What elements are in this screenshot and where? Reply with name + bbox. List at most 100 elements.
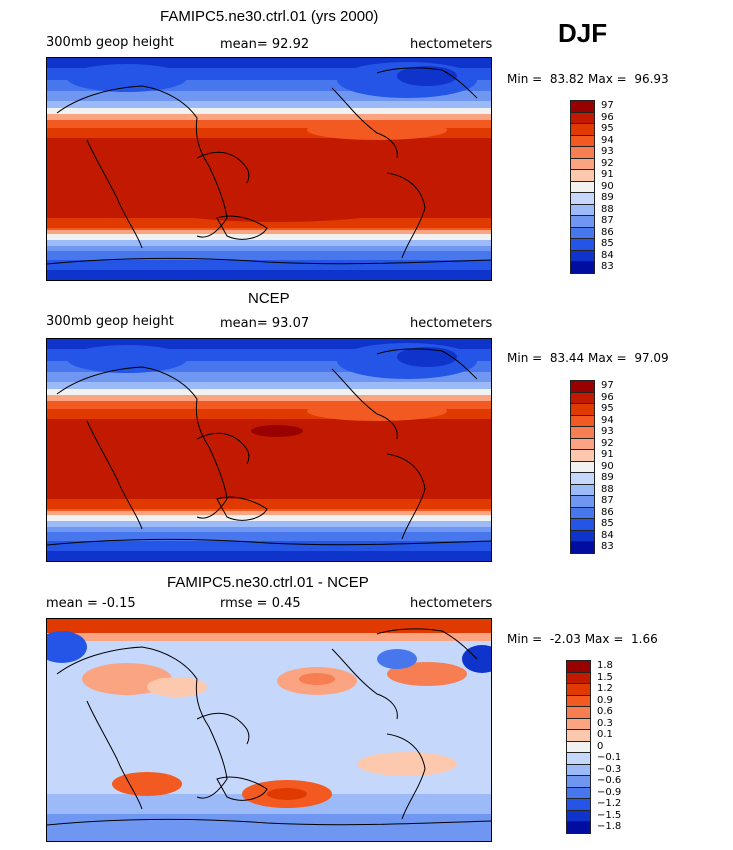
coastline-north-america xyxy=(331,87,398,159)
panel-2-title: NCEP xyxy=(248,290,290,307)
panel-2-field-label: 300mb geop height xyxy=(46,314,174,329)
map-3-anomaly xyxy=(377,649,417,669)
colorbar-label: 93 xyxy=(601,426,614,437)
panel-1-units-label: hectometers xyxy=(410,37,493,52)
colorbar-label: 88 xyxy=(601,483,614,495)
colorbar-label: 96 xyxy=(601,111,614,123)
colorbar-label: −1.2 xyxy=(597,798,622,809)
panel-1-min-value: 83.82 xyxy=(549,72,585,86)
colorbar-label: 92 xyxy=(601,157,614,169)
colorbar-label: 96 xyxy=(601,391,614,403)
panel-3-title: FAMIPC5.ne30.ctrl.01 - NCEP xyxy=(167,574,369,591)
colorbar-label: 94 xyxy=(601,134,614,146)
panel-1-mean-label: mean= 92.92 xyxy=(220,37,310,52)
panel-3-mean-label: mean = -0.15 xyxy=(46,596,136,611)
colorbar-label: 1.5 xyxy=(597,671,613,683)
colorbar-label: 0.6 xyxy=(597,706,613,717)
coastline-antarctica xyxy=(47,257,491,265)
panel-2-units-label: hectometers xyxy=(410,316,493,331)
panel-1-min-label: Min = xyxy=(507,72,543,86)
colorbar-label: 86 xyxy=(601,226,614,238)
colorbar-label: 87 xyxy=(601,215,614,226)
coastline-antarctica xyxy=(47,818,491,826)
coastline-south-america xyxy=(386,453,426,540)
panel-1-map xyxy=(46,57,492,281)
panel-2-max-label: Max = xyxy=(588,351,627,365)
colorbar-label: 89 xyxy=(601,472,614,483)
panel-3-max-value: 1.66 xyxy=(631,632,658,646)
panel-1-max-label: Max = xyxy=(588,72,627,86)
colorbar-label: −0.6 xyxy=(597,775,622,786)
colorbar-label: 92 xyxy=(601,437,614,449)
panel-3-units-label: hectometers xyxy=(410,596,493,611)
colorbar-label: 0.9 xyxy=(597,694,613,706)
panel-2-min-value: 83.44 xyxy=(549,351,585,365)
panel-3-colorbar: 1.8 1.5 1.2 0.9 0.6 0.3 0.1 0 −0.1 −0.3 −0.6 −0.9 −1… xyxy=(566,660,646,834)
colorbar-label: 87 xyxy=(601,495,614,506)
colorbar-label: −0.1 xyxy=(597,752,622,763)
colorbar-label: 95 xyxy=(601,123,614,134)
coastline-eurasia-africa xyxy=(56,646,228,799)
panel-2-colorbar: 97 96 95 94 93 92 91 90 89 88 87 86 85 84 83 xyxy=(570,380,650,554)
colorbar-label: 94 xyxy=(601,414,614,426)
map-1-region xyxy=(307,120,447,140)
colorbar-label: 91 xyxy=(601,449,614,460)
map-3-coastlines xyxy=(47,628,491,826)
coastline-australia xyxy=(216,215,268,240)
coastline-asia-south xyxy=(196,432,250,465)
coastline-north-america xyxy=(331,648,398,720)
coastline-arctic xyxy=(376,628,478,660)
map-3-polar-band xyxy=(47,633,491,641)
colorbar-label: 0 xyxy=(597,740,604,752)
panel-3-map-svg xyxy=(47,619,491,841)
panel-2-mean-label: mean= 93.07 xyxy=(220,316,310,331)
panel-2-max-value: 97.09 xyxy=(634,351,669,365)
colorbar-label: 88 xyxy=(601,203,614,215)
panel-1-max-value: 96.93 xyxy=(634,72,669,86)
colorbar-swatch xyxy=(570,541,595,554)
coastline-australia xyxy=(216,776,268,801)
panel-2-map-svg xyxy=(47,339,491,561)
coastline-africa-west xyxy=(86,139,143,249)
coastline-africa-west xyxy=(86,420,143,530)
colorbar-label: −0.3 xyxy=(597,763,622,775)
colorbar-label: 86 xyxy=(601,506,614,518)
colorbar-label: 91 xyxy=(601,169,614,180)
colorbar-label: −1.8 xyxy=(597,821,622,832)
panel-1-title: FAMIPC5.ne30.ctrl.01 (yrs 2000) xyxy=(160,8,379,25)
map-3-anomaly xyxy=(387,662,467,686)
coastline-north-america xyxy=(331,368,398,440)
colorbar-label: 1.2 xyxy=(597,683,613,694)
panel-1-colorbar: 97 96 95 94 93 92 91 90 89 88 87 86 85 84 83 xyxy=(570,100,650,274)
panel-3-min-label: Min = xyxy=(507,632,543,646)
panel-1-map-svg xyxy=(47,58,491,280)
panel-2-min-label: Min = xyxy=(507,351,543,365)
colorbar-label: 83 xyxy=(601,261,614,272)
coastline-asia-south xyxy=(196,712,250,745)
colorbar-label: 90 xyxy=(601,180,614,192)
map-3-band xyxy=(47,814,491,841)
coastline-antarctica xyxy=(47,538,491,546)
panel-3-rmse-label: rmse = 0.45 xyxy=(220,596,301,611)
coastline-arctic xyxy=(376,67,478,99)
map-3-anomaly xyxy=(112,772,182,796)
coastline-eurasia-africa xyxy=(56,85,228,238)
panel-3-minmax: Min = -2.03 Max = 1.66 xyxy=(507,632,658,646)
panel-3-map xyxy=(46,618,492,842)
map-2-region xyxy=(307,401,447,421)
coastline-africa-west xyxy=(86,700,143,810)
coastline-australia xyxy=(216,496,268,521)
panel-2-map xyxy=(46,338,492,562)
colorbar-label: 95 xyxy=(601,403,614,414)
season-label: DJF xyxy=(558,18,608,48)
map-3-anomaly xyxy=(299,673,335,685)
coastline-south-america xyxy=(386,733,426,820)
colorbar-label: 83 xyxy=(601,541,614,552)
colorbar-label: 0.3 xyxy=(597,717,613,729)
map-2-region-warm-pool xyxy=(251,425,303,437)
map-1-region xyxy=(397,66,457,86)
map-2-region xyxy=(67,345,187,373)
colorbar-label: 97 xyxy=(601,380,614,391)
coastline-asia-south xyxy=(196,151,250,184)
map-3-anomaly xyxy=(357,752,457,776)
